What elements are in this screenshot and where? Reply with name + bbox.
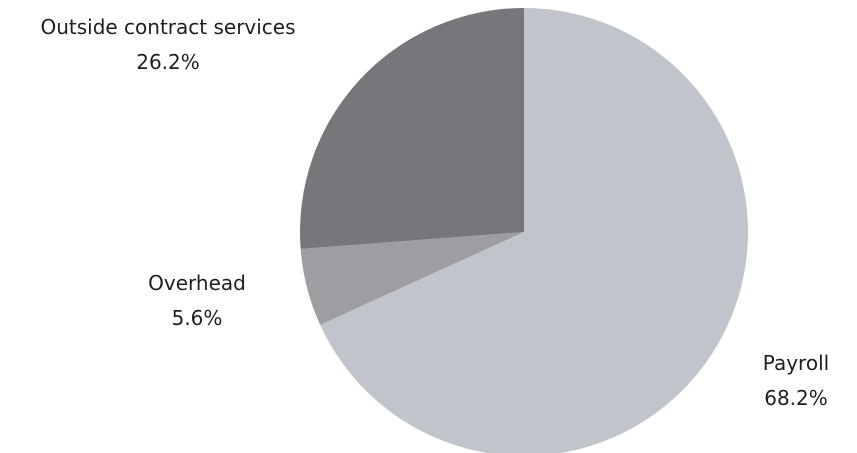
pie-label-overhead: Overhead [148,271,246,295]
pie-value-outside-contract-services: 26.2% [136,50,200,74]
pie-slice-outside-contract-services [300,8,524,249]
pie-slices [300,8,748,453]
pie-value-payroll: 68.2% [764,386,828,410]
pie-label-outside-contract-services: Outside contract services [40,15,295,39]
pie-value-overhead: 5.6% [172,306,223,330]
pie-labels: Payroll 68.2% Overhead 5.6% Outside contract… [40,15,829,410]
pie-slice-payroll [320,8,748,453]
pie-label-payroll: Payroll [763,351,829,375]
pie-slice-overhead [300,232,524,325]
